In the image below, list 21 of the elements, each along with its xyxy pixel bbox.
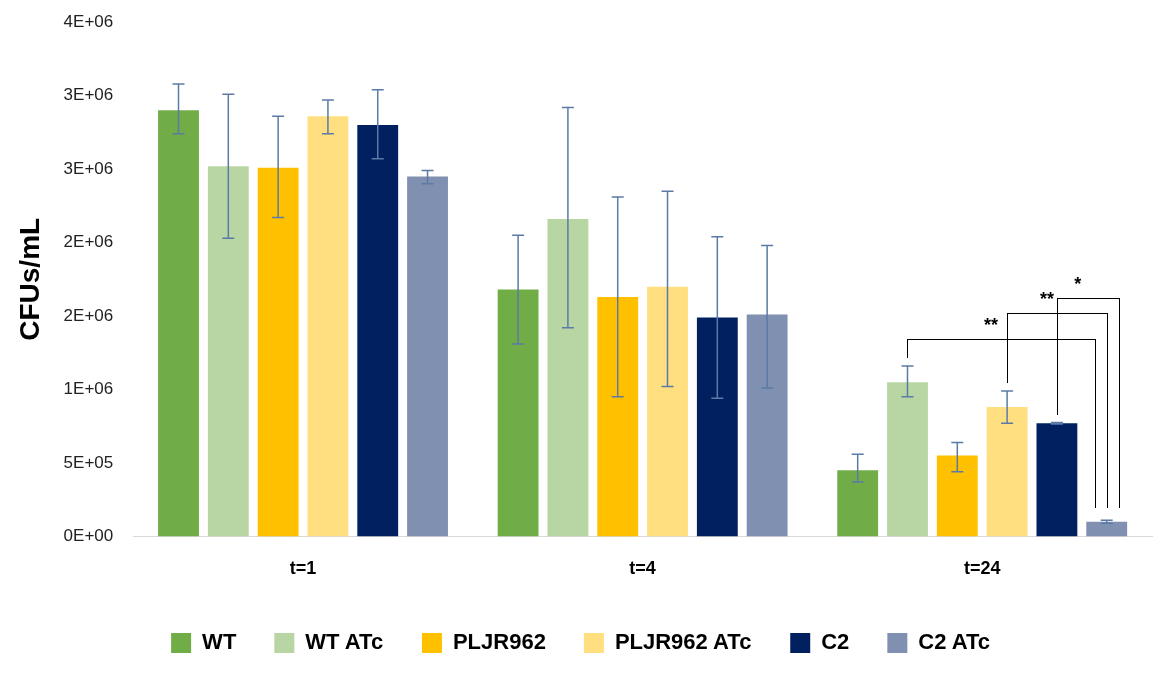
y-tick-label: 3E+06 (63, 158, 114, 178)
annotation: ** (1039, 289, 1054, 310)
legend-label: C2 ATc (918, 629, 991, 655)
legend-label: C2 (821, 629, 850, 655)
legend-label: WT (202, 629, 237, 655)
legend-label: WT ATc (305, 629, 384, 655)
legend-label: PLJR962 ATc (614, 629, 752, 655)
y-tick-label: 3E+06 (63, 85, 114, 105)
y-tick-label: 4E+06 (63, 11, 114, 31)
x-tick-label: t=1 (289, 558, 317, 579)
y-tick-label: 5E+05 (63, 452, 114, 472)
legend-label: PLJR962 (452, 629, 546, 655)
annotation: ** (984, 315, 999, 336)
x-tick-label: t=24 (963, 558, 1001, 579)
y-tick-label: 2E+06 (63, 305, 114, 325)
x-tick-label: t=4 (629, 558, 656, 579)
annotation: * (1074, 274, 1082, 295)
y-tick-label: 1E+06 (63, 379, 114, 399)
y-axis-title: CFUs/mL (13, 217, 45, 341)
y-tick-label: 2E+06 (63, 232, 114, 252)
y-tick-label: 0E+00 (63, 526, 114, 546)
